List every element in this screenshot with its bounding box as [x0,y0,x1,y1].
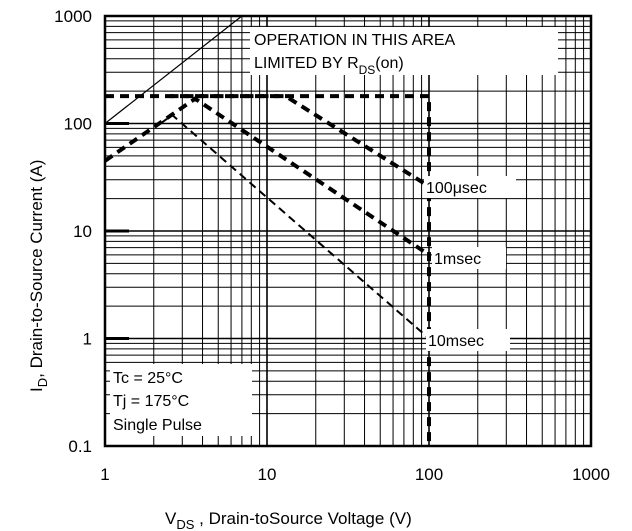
series-line-boundary-4 [104,15,243,124]
y-tick-label: 100 [64,115,92,134]
label-box-1msec [432,247,506,269]
y-axis-label: ID, Drain-to-Source Current (A) [27,160,50,392]
plot-frame [103,14,593,448]
y-tick-label: 1000 [54,7,92,26]
y-tick-label: 0.1 [68,437,92,456]
y-tick-label: 1 [83,330,92,349]
rds-label-line1: OPERATION IN THIS AREA [254,32,456,49]
x-tick-labels: 1 10 100 1000 [100,465,610,484]
rds-label-line2: LIMITED BY RDS(on) [254,55,404,77]
condition-tj: Tj = 175°C [113,393,189,410]
condition-tc: Tc = 25°C [113,370,183,387]
y-tick-labels: 1000 100 10 1 0.1 [54,7,92,456]
series-label-100usec: 100μsec [426,180,487,197]
series-line-1msec [103,96,431,257]
x-tick-label: 1 [100,465,109,484]
series-label-1msec: 1msec [434,251,481,268]
conditions-box [110,364,252,436]
label-box-100usec [424,176,516,198]
y-tick-label: 10 [73,222,92,241]
rds-label-box [250,27,558,75]
x-tick-label: 1000 [572,465,610,484]
x-tick-label: 100 [415,465,443,484]
x-tick-label: 10 [258,465,277,484]
condition-pulse: Single Pulse [113,417,202,434]
label-box-10msec [426,329,510,351]
series-line-10msec [159,113,430,340]
x-axis-label: VDS , Drain-toSource Voltage (V) [165,509,412,531]
series-label-10msec: 10msec [428,333,484,350]
